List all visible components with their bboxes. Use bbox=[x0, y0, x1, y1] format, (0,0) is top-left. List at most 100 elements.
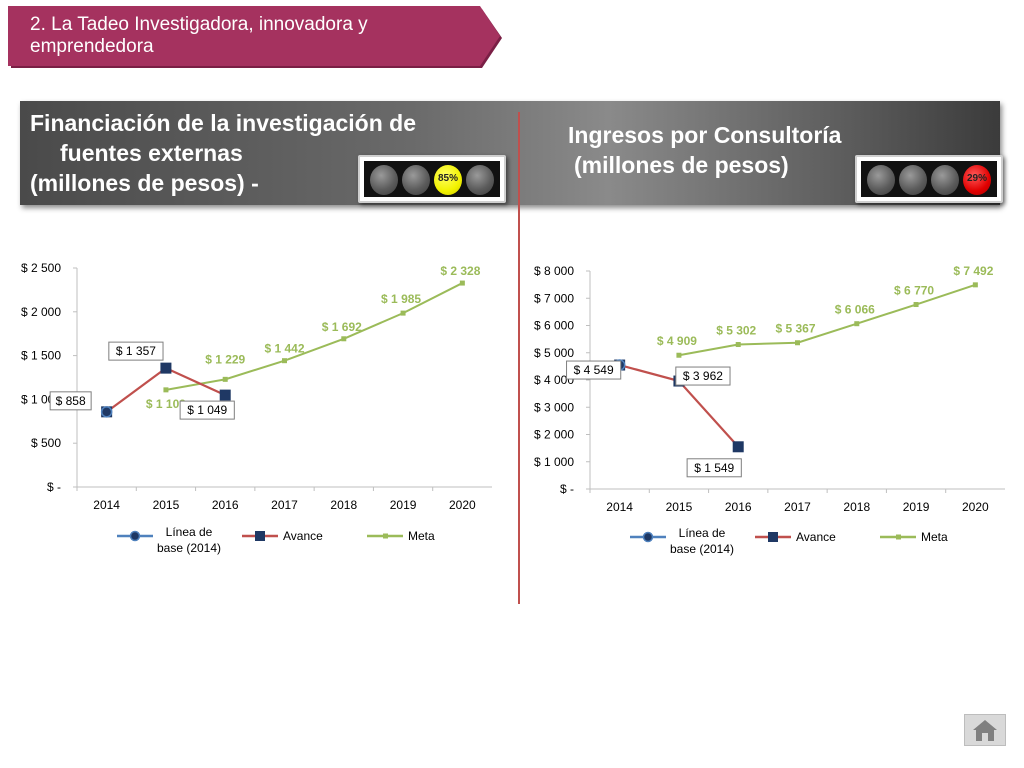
data-label: $ 1 357 bbox=[116, 344, 156, 358]
data-label: $ 858 bbox=[56, 394, 86, 408]
data-label: $ 7 492 bbox=[953, 264, 993, 278]
panel-divider bbox=[518, 112, 520, 604]
data-label: $ 4 909 bbox=[657, 334, 697, 348]
meta-point bbox=[282, 358, 287, 364]
meta-point bbox=[913, 302, 919, 308]
data-label: $ 1 109 bbox=[146, 397, 186, 411]
data-label: $ 1 692 bbox=[322, 320, 362, 334]
data-label: $ 1 229 bbox=[205, 352, 245, 366]
left-title-line-2: fuentes externas bbox=[60, 140, 243, 166]
y-tick-label: $ 1 500 bbox=[21, 349, 61, 363]
lamp-off-icon bbox=[370, 165, 398, 195]
meta-point bbox=[163, 387, 169, 393]
lamp-red-icon: 29% bbox=[963, 165, 991, 195]
lamp-off-icon bbox=[867, 165, 895, 195]
data-label-box bbox=[108, 341, 164, 361]
x-tick-label: 2015 bbox=[153, 498, 180, 512]
x-tick-label: 2016 bbox=[212, 498, 239, 512]
legend-baseline-marker bbox=[129, 530, 141, 542]
meta-series-line bbox=[165, 282, 463, 391]
meta-point bbox=[795, 340, 800, 346]
financing-line-chart: $ -$ 500$ 1 000$ 1 500$ 2 000$ 2 5002014… bbox=[21, 261, 492, 555]
y-tick-label: $ 8 000 bbox=[534, 264, 574, 278]
legend-label: base (2014) bbox=[670, 542, 734, 556]
home-button[interactable] bbox=[964, 714, 1006, 746]
data-label: $ 1 549 bbox=[694, 461, 734, 475]
meta-point bbox=[341, 336, 347, 342]
left-title-line-1: Financiación de la investigación de bbox=[30, 110, 416, 136]
left-panel-title: Financiación de la investigación de fuen… bbox=[30, 108, 416, 198]
data-label: $ 2 328 bbox=[440, 264, 480, 278]
x-tick-label: 2017 bbox=[271, 498, 298, 512]
right-panel-title: Ingresos por Consultoría (millones de pe… bbox=[568, 120, 841, 180]
data-label: $ 6 066 bbox=[835, 303, 875, 317]
section-title: 2. La Tadeo Investigadora, innovadora y … bbox=[30, 14, 368, 57]
y-tick-label: $ 1 000 bbox=[534, 455, 574, 469]
baseline-point bbox=[100, 406, 113, 418]
x-tick-label: 2019 bbox=[390, 498, 417, 512]
data-label: $ 1 442 bbox=[264, 342, 304, 356]
x-tick-label: 2014 bbox=[606, 500, 633, 514]
y-tick-label: $ - bbox=[560, 482, 574, 496]
legend-label: Meta bbox=[408, 529, 435, 543]
data-label: $ 4 549 bbox=[574, 363, 614, 377]
y-tick-label: $ 5 000 bbox=[534, 346, 574, 360]
y-tick-label: $ 7 000 bbox=[534, 291, 574, 305]
left-title-line-3: (millones de pesos) - bbox=[30, 170, 259, 196]
legend-avance-marker bbox=[255, 531, 265, 541]
data-label-box bbox=[675, 366, 731, 386]
y-tick-label: $ 500 bbox=[31, 436, 61, 450]
lamp-off-icon bbox=[402, 165, 430, 195]
y-tick-label: $ 2 000 bbox=[21, 305, 61, 319]
y-tick-label: $ 2 500 bbox=[21, 261, 61, 275]
avance-point bbox=[160, 362, 172, 374]
legend-label: Línea de bbox=[166, 525, 213, 539]
x-tick-label: 2017 bbox=[784, 500, 811, 514]
meta-point bbox=[972, 282, 978, 288]
indicator-header-band bbox=[20, 101, 1000, 205]
legend-label: Avance bbox=[796, 530, 836, 544]
legend-label: Avance bbox=[283, 529, 323, 543]
meta-point bbox=[400, 310, 406, 316]
data-label-box bbox=[179, 400, 235, 420]
data-label-box bbox=[686, 458, 742, 478]
consulting-line-chart: $ -$ 1 000$ 2 000$ 3 000$ 4 000$ 5 000$ … bbox=[534, 264, 1005, 556]
data-label: $ 1 049 bbox=[187, 403, 227, 417]
meta-point bbox=[459, 280, 465, 286]
data-label: $ 1 985 bbox=[381, 292, 421, 306]
x-tick-label: 2014 bbox=[93, 498, 120, 512]
right-title-line-2: (millones de pesos) bbox=[574, 152, 789, 178]
avance-point bbox=[732, 441, 744, 453]
avance-point bbox=[219, 389, 231, 401]
x-tick-label: 2016 bbox=[725, 500, 752, 514]
data-label: $ 3 962 bbox=[683, 369, 723, 383]
data-label-box bbox=[566, 360, 622, 380]
legend-label: Meta bbox=[921, 530, 948, 544]
section-ribbon bbox=[8, 6, 502, 68]
legend-meta-marker bbox=[896, 534, 901, 540]
data-label: $ 6 770 bbox=[894, 284, 934, 298]
lamp-off-icon bbox=[466, 165, 494, 195]
legend-baseline-marker bbox=[642, 531, 654, 543]
right-traffic-light: 29% bbox=[855, 155, 1003, 203]
legend-label: base (2014) bbox=[157, 541, 221, 555]
data-label: $ 5 302 bbox=[716, 324, 756, 338]
left-traffic-light: 85% bbox=[358, 155, 506, 203]
y-tick-label: $ 6 000 bbox=[534, 319, 574, 333]
lamp-off-icon bbox=[899, 165, 927, 195]
meta-point bbox=[735, 342, 741, 348]
meta-series-line bbox=[678, 283, 976, 357]
home-icon bbox=[973, 720, 997, 741]
lamp-off-icon bbox=[931, 165, 959, 195]
y-tick-label: $ 3 000 bbox=[534, 400, 574, 414]
meta-point bbox=[676, 352, 682, 358]
right-indicator-value: 29% bbox=[966, 173, 987, 184]
x-tick-label: 2015 bbox=[666, 500, 693, 514]
legend-label: Línea de bbox=[679, 526, 726, 540]
x-tick-label: 2020 bbox=[962, 500, 989, 514]
x-tick-label: 2018 bbox=[330, 498, 357, 512]
x-tick-label: 2020 bbox=[449, 498, 476, 512]
y-tick-label: $ - bbox=[47, 480, 61, 494]
legend-avance-marker bbox=[768, 532, 778, 542]
meta-point bbox=[222, 376, 228, 382]
